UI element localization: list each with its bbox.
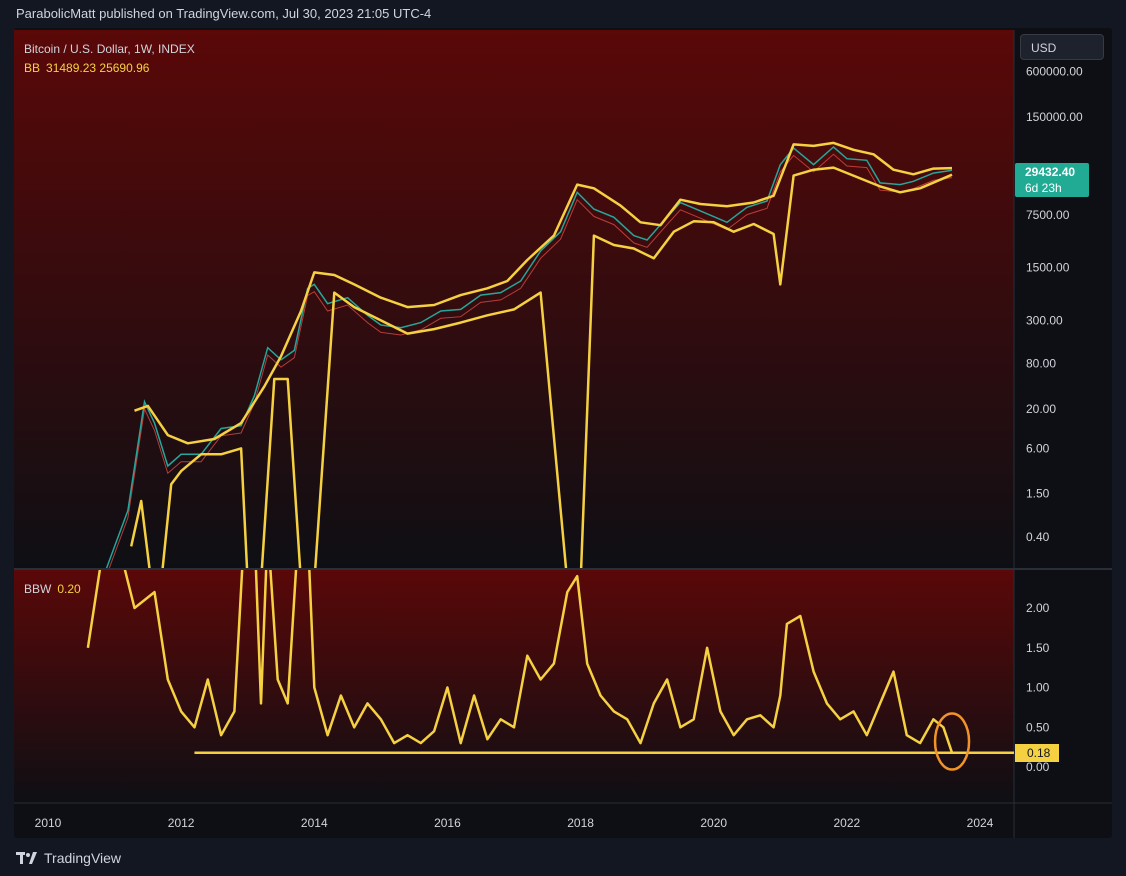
y-tick-label: 300.00: [1026, 313, 1063, 327]
currency-button[interactable]: USD: [1020, 34, 1104, 60]
bbw-level-tag: 0.18: [1015, 744, 1059, 762]
bbw-legend: BBW 0.20: [24, 582, 81, 596]
x-tick-label: 2016: [434, 816, 461, 830]
price-series: [105, 146, 953, 568]
y-tick-label: 0.40: [1026, 530, 1050, 544]
bbw-y-tick-label: 2.00: [1026, 601, 1050, 615]
lower-band-line: [129, 166, 953, 568]
bbw-series: [86, 570, 954, 754]
bbw-label: BBW: [24, 582, 52, 596]
x-tick-label: 2014: [301, 816, 328, 830]
bb-values: 31489.23 25690.96: [46, 61, 150, 75]
bbw-y-tick-label: 0.50: [1026, 720, 1050, 734]
last-price: 29432.40: [1025, 165, 1076, 179]
y-tick-label: 6.00: [1026, 441, 1050, 455]
bbw-y-tick-label: 1.50: [1026, 641, 1050, 655]
main-plot: [105, 141, 953, 568]
tradingview-logo-icon: [16, 851, 38, 865]
bbw-pane-bg: [14, 570, 1014, 802]
y-tick-label: 150000.00: [1026, 110, 1083, 124]
x-tick-label: 2012: [168, 816, 195, 830]
bbw-plot: [86, 570, 954, 754]
symbol-title: Bitcoin / U.S. Dollar, 1W, INDEX: [24, 42, 195, 56]
y-tick-label: 1.50: [1026, 487, 1050, 501]
publisher-header: ParabolicMatt published on TradingView.c…: [16, 6, 432, 21]
y-tick-label: 1500.00: [1026, 261, 1070, 275]
last-price-tag: 29432.40 6d 23h: [1015, 163, 1089, 197]
x-tick-label: 2018: [567, 816, 594, 830]
bbw-value: 0.20: [57, 582, 81, 596]
main-pane-bg: [14, 30, 1014, 568]
brand-name: TradingView: [44, 850, 122, 866]
x-tick-label: 2022: [834, 816, 861, 830]
y-tick-label: 80.00: [1026, 357, 1056, 371]
upper-band-line: [134, 141, 953, 445]
y-tick-label: 20.00: [1026, 402, 1056, 416]
bbw-y-tick-label: 0.00: [1026, 760, 1050, 774]
highlight-circle: [933, 712, 971, 771]
y-tick-label: 7500.00: [1026, 208, 1070, 222]
bar-countdown: 6d 23h: [1025, 181, 1062, 195]
bbw-y-tick-label: 1.00: [1026, 681, 1050, 695]
main-legend: Bitcoin / U.S. Dollar, 1W, INDEX BB 31489…: [24, 40, 195, 78]
x-tick-label: 2020: [700, 816, 727, 830]
bb-label: BB: [24, 61, 41, 75]
x-tick-label: 2010: [35, 816, 62, 830]
x-tick-label: 2024: [967, 816, 994, 830]
price-series-down: [108, 153, 953, 568]
y-tick-label: 600000.00: [1026, 65, 1083, 79]
footer-brand[interactable]: TradingView: [16, 850, 121, 866]
